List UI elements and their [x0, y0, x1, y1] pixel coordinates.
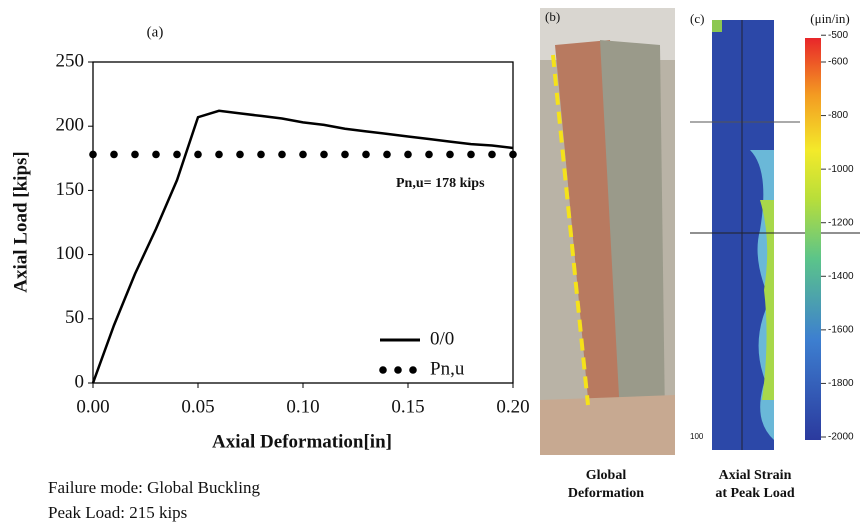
- y-tick-label: 200: [56, 115, 85, 136]
- colorbar-ticks: -500 -600 -800 -1000 -1200 -1400 -1600 -1800 -20…: [821, 30, 854, 443]
- legend-swatch: [394, 366, 402, 374]
- y-tick-label: 150: [56, 179, 85, 200]
- colorbar-tick-label: -1400: [828, 271, 854, 282]
- note: Failure mode: Global Buckling: [48, 478, 260, 497]
- data-dot: [404, 150, 412, 159]
- contour-zone: [760, 200, 774, 400]
- note: Peak Load: 215 kips: [48, 503, 187, 522]
- plot: 0 50 100 150 200 250 0.00 0.05 0.10 0.15 0.20 0/0 Pn…: [56, 50, 530, 417]
- deformation-line: [551, 54, 590, 406]
- legend-label: 0/0: [430, 328, 454, 349]
- data-dot: [362, 150, 370, 159]
- panel-label: (a): [147, 24, 164, 40]
- data-dot: [194, 150, 202, 159]
- colorbar-tick-label: -1600: [828, 324, 854, 335]
- specimen-face: [600, 40, 665, 420]
- data-dot: [89, 150, 97, 159]
- data-dot: [152, 150, 160, 159]
- data-dot: [320, 150, 328, 159]
- y-tick-label: 100: [56, 243, 85, 264]
- photo: [540, 8, 675, 455]
- data-dot: [110, 150, 118, 159]
- x-tick-label: 0.20: [496, 396, 529, 417]
- strain-contour: [690, 20, 860, 450]
- y-axis-label: Axial Load [kips]: [10, 151, 31, 292]
- data-line: [91, 109, 514, 384]
- data-dot: [257, 150, 265, 159]
- data-dot: [236, 150, 244, 159]
- caption: Deformation: [568, 486, 644, 501]
- y-tick-label: 50: [65, 307, 84, 328]
- x-tick-label: 0.15: [391, 396, 424, 417]
- colorbar-unit: (μin/in): [810, 11, 849, 26]
- y-tick-label: 250: [56, 50, 85, 71]
- data-dot: [131, 150, 139, 159]
- data-dot: [425, 150, 433, 159]
- caption: at Peak Load: [715, 486, 795, 501]
- colorbar-tick-label: -1000: [828, 164, 854, 175]
- data-dot: [278, 150, 286, 159]
- panel-label: (b): [545, 9, 560, 24]
- x-tick-label: 0.00: [76, 396, 109, 417]
- data-dot: [341, 150, 349, 159]
- colorbar-tick-label: -600: [828, 57, 848, 68]
- annotation: Pn,u= 178 kips: [396, 176, 485, 191]
- data-dot: [383, 150, 391, 159]
- caption: Global: [586, 468, 627, 483]
- colorbar-tick-label: -1800: [828, 378, 854, 389]
- data-dot: [509, 150, 517, 159]
- data-dot: [446, 150, 454, 159]
- legend-swatch: [409, 366, 417, 374]
- colorbar-tick-label: -1200: [828, 217, 854, 228]
- data-dot: [467, 150, 475, 159]
- panel-label: (c): [690, 11, 704, 26]
- colorbar-tick-label: -800: [828, 110, 848, 121]
- caption: Axial Strain: [719, 468, 792, 483]
- corner-label: 100: [690, 432, 704, 441]
- legend-label: Pn,u: [430, 358, 465, 379]
- legend-swatch: [379, 366, 387, 374]
- colorbar-tick-label: -500: [828, 30, 848, 41]
- photo-floor: [540, 395, 675, 455]
- x-tick-label: 0.05: [181, 396, 214, 417]
- data-dot: [173, 150, 181, 159]
- data-dot: [488, 150, 496, 159]
- x-axis-label: Axial Deformation[in]: [212, 431, 392, 452]
- data-dot: [215, 150, 223, 159]
- x-tick-label: 0.10: [286, 396, 319, 417]
- colorbar: [805, 38, 821, 440]
- colorbar-tick-label: -2000: [828, 432, 854, 443]
- data-dot: [299, 150, 307, 159]
- contour-zone: [712, 20, 722, 32]
- y-tick-label: 0: [75, 371, 85, 392]
